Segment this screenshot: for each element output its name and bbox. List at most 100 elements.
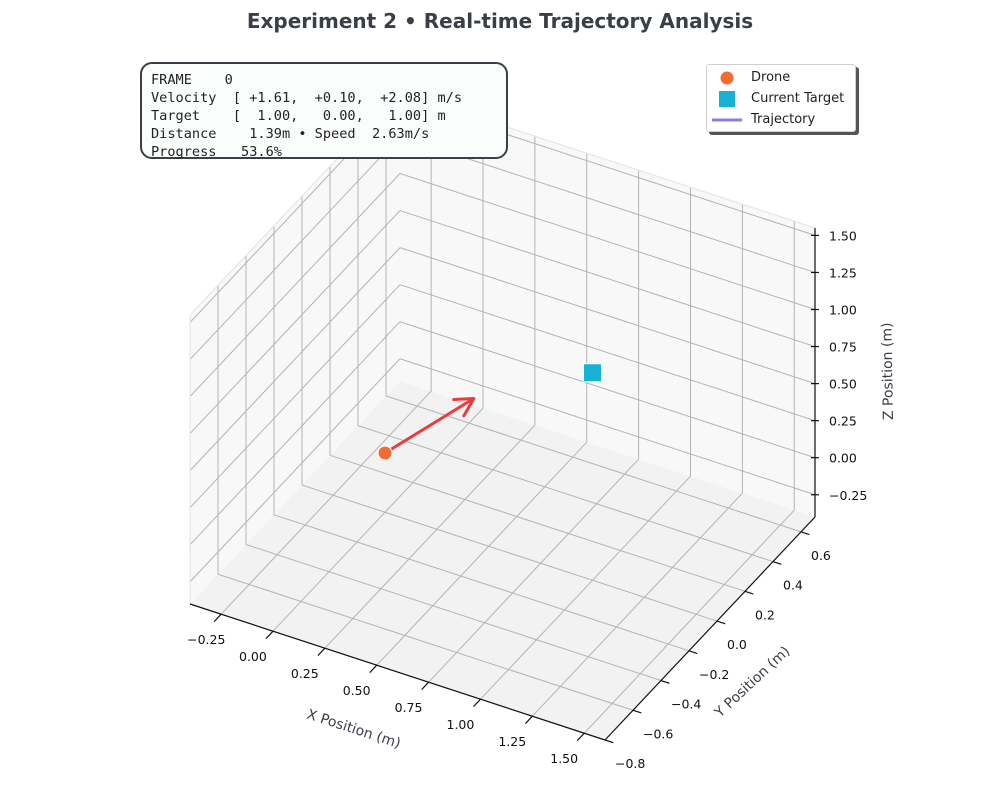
pane-left-wall xyxy=(190,92,400,604)
target-marker xyxy=(583,363,602,383)
z-tick-label: 0.50 xyxy=(829,377,857,392)
x-tick xyxy=(524,715,533,725)
y-tick-label: 0.2 xyxy=(755,607,775,622)
grid-line-x-floor xyxy=(376,441,588,666)
y-tick-label: −0.2 xyxy=(699,667,729,682)
grid-line-z-back xyxy=(399,135,816,273)
grid-lines xyxy=(189,98,816,741)
grid-line-x-floor xyxy=(272,407,484,632)
x-tick xyxy=(265,630,274,640)
x-tick-label: 0.50 xyxy=(343,683,371,698)
z-tick-label: 0.75 xyxy=(829,340,857,355)
grid-line-z-back xyxy=(399,210,816,348)
grid-line-z-left xyxy=(189,247,401,471)
y-tick-label: 0.6 xyxy=(811,548,831,563)
y-tick-label: 0.0 xyxy=(727,637,747,652)
velocity-arrow-head xyxy=(452,397,476,418)
z-tick-label: 1.00 xyxy=(829,303,857,318)
y-tick-label: −0.8 xyxy=(615,756,645,771)
legend-item-current-target: Current Target xyxy=(707,89,857,109)
grid-line-x-floor xyxy=(428,458,639,683)
z-tick-label: −0.25 xyxy=(829,488,867,503)
z-axis-label: Z Position (m) xyxy=(879,322,897,420)
grid-line-z-back xyxy=(399,358,816,496)
grid-line-y-floor xyxy=(273,514,690,652)
info-box: FRAME 0 Velocity [ +1.61, +0.10, +2.08] … xyxy=(140,62,508,161)
grid-line-z-left xyxy=(189,321,401,546)
velocity-arrow-shaft xyxy=(383,397,476,455)
y-axis-line xyxy=(604,516,816,741)
x-tick xyxy=(421,681,430,691)
y-tick xyxy=(800,531,810,536)
y-tick-label: −0.4 xyxy=(671,697,701,712)
z-tick-label: 0.00 xyxy=(829,451,857,466)
grid-line-z-back xyxy=(399,173,816,310)
grid-line-y-floor xyxy=(245,544,662,682)
x-tick-label: 1.00 xyxy=(447,717,475,732)
info-line: Progress 53.6% xyxy=(151,144,282,160)
legend-item-drone: Drone xyxy=(707,68,857,88)
legend: Drone Current Target Trajectory xyxy=(706,64,856,132)
x-tick-label: 1.50 xyxy=(550,751,578,766)
grid-line-y-floor xyxy=(217,573,634,711)
grid-line-y-floor xyxy=(301,484,718,622)
legend-label-drone: Drone xyxy=(751,70,791,85)
y-tick-label: −0.6 xyxy=(643,726,673,741)
legend-label-current-target: Current Target xyxy=(751,91,845,106)
x-tick-label: 0.75 xyxy=(395,700,423,715)
y-tick xyxy=(604,739,614,744)
pane-floor xyxy=(190,381,815,740)
grid-line-x-floor xyxy=(324,424,536,649)
info-line: Distance 1.39m • Speed 2.63m/s xyxy=(151,126,430,142)
data-marks xyxy=(377,363,602,461)
x-tick xyxy=(317,647,326,657)
grid-line-x-floor xyxy=(220,390,432,615)
grid-line-z-left xyxy=(189,358,401,583)
grid-line-y-floor xyxy=(385,395,802,533)
info-line: Velocity [ +1.61, +0.10, +2.08] m/s xyxy=(151,90,462,106)
grid-line-z-left xyxy=(189,210,401,434)
x-axis-label: X Position (m) xyxy=(305,707,403,752)
info-line: Target [ 1.00, 0.00, 1.00] m xyxy=(151,108,446,124)
legend-marker-current-target xyxy=(719,91,735,107)
chart-title: Experiment 2 • Real-time Trajectory Anal… xyxy=(246,9,754,33)
grid-line-z-back xyxy=(399,247,816,385)
grid-line-z-back xyxy=(399,284,816,422)
y-tick xyxy=(716,620,726,625)
x-tick xyxy=(576,732,585,742)
y-tick xyxy=(772,561,782,565)
grid-line-z-back xyxy=(399,321,816,459)
z-tick-label: 1.25 xyxy=(829,265,857,280)
y-tick xyxy=(744,590,754,595)
y-tick-label: 0.4 xyxy=(783,578,803,593)
info-lines: FRAME 0 Velocity [ +1.61, +0.10, +2.08] … xyxy=(151,71,506,161)
y-tick xyxy=(688,650,698,655)
x-tick-label: 0.00 xyxy=(239,649,267,664)
grid-line-z-left xyxy=(189,136,401,360)
grid-line-z-left xyxy=(189,284,401,509)
legend-marker-trajectory xyxy=(712,118,742,122)
grid-line-z-left xyxy=(189,173,401,397)
grid-line-y-floor xyxy=(329,454,746,592)
x-tick-label: 1.25 xyxy=(498,734,526,749)
axis-panes xyxy=(190,92,815,740)
x-tick xyxy=(213,613,222,623)
grid-line-x-floor xyxy=(532,492,743,717)
z-tick-label: 1.50 xyxy=(829,228,857,243)
y-tick xyxy=(632,709,642,714)
x-tick xyxy=(369,664,378,674)
x-tick xyxy=(473,698,481,708)
drone-marker xyxy=(377,445,393,461)
x-axis-line xyxy=(189,603,606,741)
legend-item-trajectory: Trajectory xyxy=(707,110,857,130)
info-line: FRAME 0 xyxy=(151,72,233,88)
x-tick-label: 0.25 xyxy=(291,666,319,681)
grid-line-x-floor xyxy=(583,509,795,734)
grid-line-y-floor xyxy=(357,425,774,563)
grid-line-x-floor xyxy=(480,475,691,700)
legend-label-trajectory: Trajectory xyxy=(751,112,816,127)
z-tick-label: 0.25 xyxy=(829,414,857,429)
legend-marker-drone xyxy=(720,71,734,85)
x-tick-label: −0.25 xyxy=(187,632,225,647)
